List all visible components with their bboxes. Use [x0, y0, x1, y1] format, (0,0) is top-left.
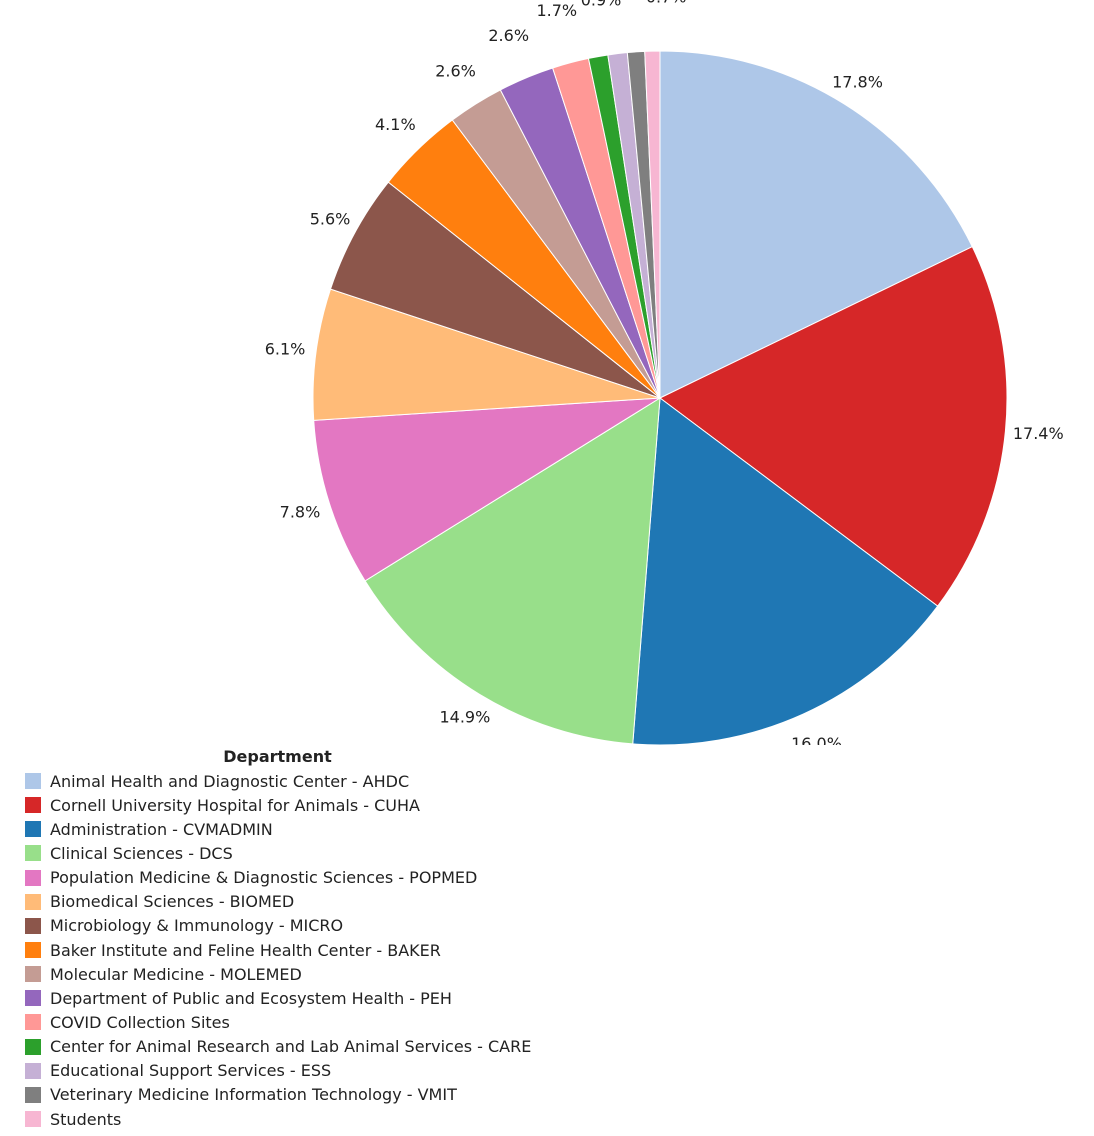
- pie-slice: [659, 246, 1008, 607]
- legend-label: Administration - CVMADMIN: [50, 819, 273, 839]
- pie-chart: 17.8% 17.4% 16.0% 14.9% 7.8% 6.1% 5.6% 4.1% 2.6%…: [265, 0, 1064, 745]
- pie-slice: [644, 50, 661, 399]
- chart-legend: Department Animal Health and Diagnostic …: [25, 746, 585, 1131]
- legend-label: Department of Public and Ecosystem Healt…: [50, 988, 452, 1008]
- legend-swatch: [25, 869, 41, 886]
- legend-swatch: [25, 1062, 41, 1079]
- legend-item: Microbiology & Immunology - MICRO: [25, 914, 585, 938]
- legend-label: Center for Animal Research and Lab Anima…: [50, 1037, 532, 1057]
- slice-value-label: 16.0%: [791, 734, 842, 745]
- slice-value-label: 2.6%: [435, 61, 476, 80]
- pie-slices: [312, 50, 1008, 745]
- legend-label: Microbiology & Immunology - MICRO: [50, 916, 344, 936]
- legend-swatch: [25, 821, 41, 838]
- slice-value-label: 1.7%: [536, 1, 577, 20]
- legend-item: Educational Support Services - ESS: [25, 1059, 585, 1083]
- pie-slice: [659, 50, 973, 399]
- legend-label: Educational Support Services - ESS: [50, 1061, 332, 1081]
- legend-swatch: [25, 1014, 41, 1031]
- legend-swatch: [25, 966, 41, 983]
- legend-title: Department: [223, 747, 332, 766]
- legend-item: Center for Animal Research and Lab Anima…: [25, 1035, 585, 1059]
- legend-item: Population Medicine & Diagnostic Science…: [25, 866, 585, 890]
- slice-value-label: 5.6%: [310, 209, 351, 228]
- legend-label: Cornell University Hospital for Animals …: [50, 795, 420, 815]
- legend-item: Clinical Sciences - DCS: [25, 841, 585, 865]
- legend-swatch: [25, 942, 41, 959]
- slice-value-label: 17.8%: [832, 72, 883, 91]
- legend-label: Molecular Medicine - MOLEMED: [50, 964, 302, 984]
- pie-slice: [364, 397, 661, 745]
- pie-slice: [313, 397, 661, 582]
- legend-label: Population Medicine & Diagnostic Science…: [50, 868, 478, 888]
- legend-item: Baker Institute and Feline Health Center…: [25, 938, 585, 962]
- pie-slice: [312, 288, 661, 421]
- legend-item: Administration - CVMADMIN: [25, 817, 585, 841]
- slice-value-label: 17.4%: [1013, 424, 1064, 443]
- legend-label: Clinical Sciences - DCS: [50, 843, 233, 863]
- legend-item: Students: [25, 1107, 585, 1131]
- legend-list: Animal Health and Diagnostic Center - AH…: [25, 769, 585, 1131]
- legend-item: COVID Collection Sites: [25, 1010, 585, 1034]
- legend-item: Animal Health and Diagnostic Center - AH…: [25, 769, 585, 793]
- slice-value-label: 6.1%: [265, 339, 306, 358]
- legend-swatch: [25, 1038, 41, 1055]
- legend-item: Biomedical Sciences - BIOMED: [25, 890, 585, 914]
- legend-item: Molecular Medicine - MOLEMED: [25, 962, 585, 986]
- pie-slice: [632, 397, 939, 745]
- legend-item: Veterinary Medicine Information Technolo…: [25, 1083, 585, 1107]
- legend-swatch: [25, 1086, 41, 1103]
- legend-swatch: [25, 797, 41, 814]
- legend-label: Baker Institute and Feline Health Center…: [50, 940, 441, 960]
- slice-value-label: 7.8%: [280, 503, 321, 522]
- legend-swatch: [25, 1111, 41, 1128]
- legend-item: Cornell University Hospital for Animals …: [25, 793, 585, 817]
- legend-swatch: [25, 773, 41, 790]
- legend-label: COVID Collection Sites: [50, 1012, 230, 1032]
- slice-value-label: 0.7%: [646, 0, 687, 7]
- slice-value-label: 14.9%: [439, 708, 490, 727]
- legend-swatch: [25, 917, 41, 934]
- slice-value-label: 0.9%: [581, 0, 622, 10]
- legend-swatch: [25, 845, 41, 862]
- legend-label: Veterinary Medicine Information Technolo…: [50, 1085, 457, 1105]
- legend-label: Animal Health and Diagnostic Center - AH…: [50, 771, 410, 791]
- legend-label: Biomedical Sciences - BIOMED: [50, 892, 295, 912]
- pie-value-labels: 17.8% 17.4% 16.0% 14.9% 7.8% 6.1% 5.6% 4.1% 2.6%…: [265, 0, 1064, 745]
- legend-item: Department of Public and Ecosystem Healt…: [25, 986, 585, 1010]
- slice-value-label: 2.6%: [488, 26, 529, 45]
- legend-swatch: [25, 990, 41, 1007]
- slice-value-label: 4.1%: [375, 115, 416, 134]
- legend-label: Students: [50, 1109, 122, 1129]
- legend-swatch: [25, 893, 41, 910]
